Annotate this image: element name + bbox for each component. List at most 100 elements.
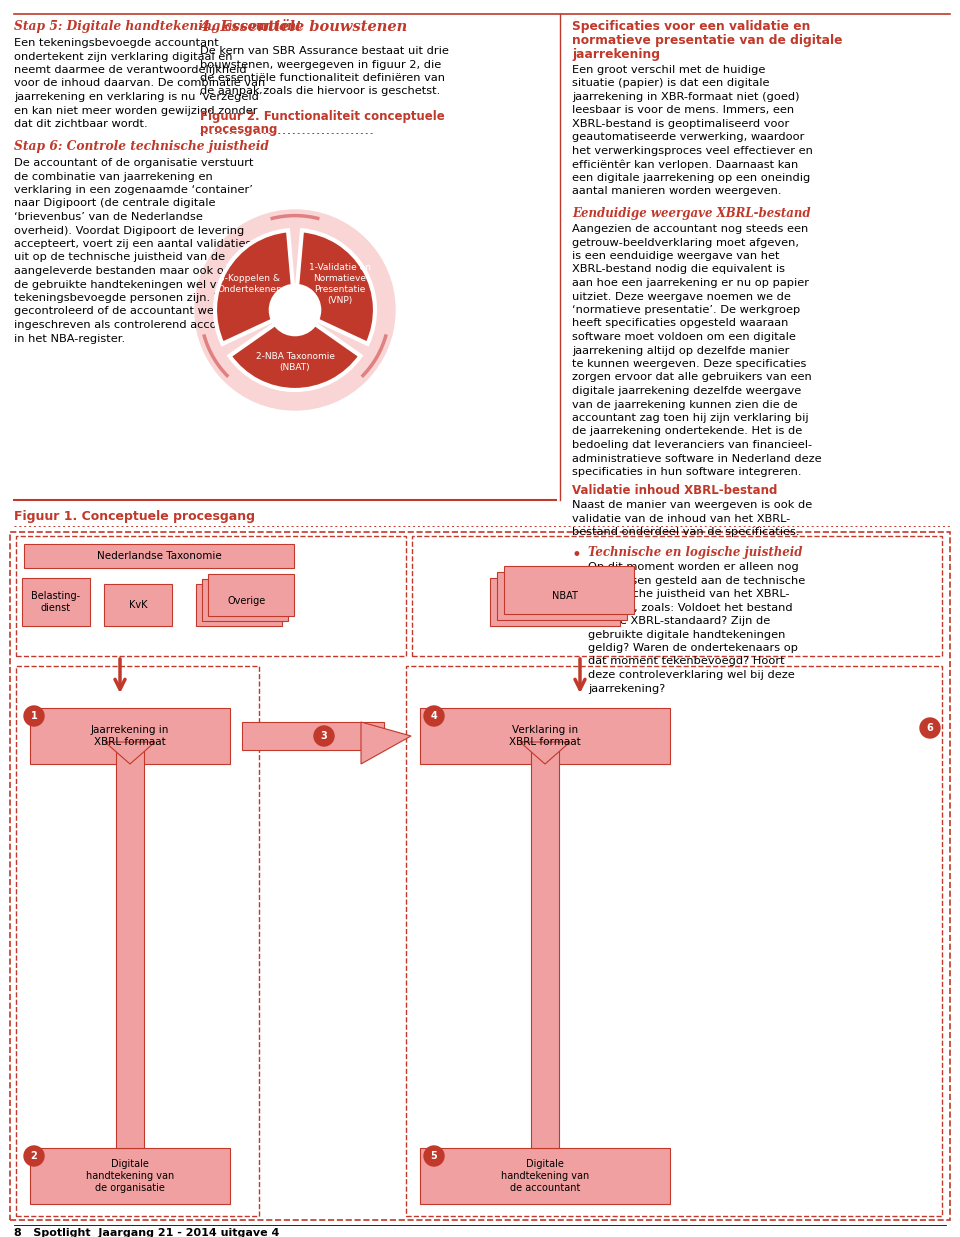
Text: de combinatie van jaarrekening en: de combinatie van jaarrekening en	[14, 172, 213, 182]
Text: neemt daarmee de verantwoordelijkheid: neemt daarmee de verantwoordelijkheid	[14, 66, 247, 75]
Text: tekeningsbevoegde personen zijn. Zo wordt: tekeningsbevoegde personen zijn. Zo word…	[14, 293, 265, 303]
Text: de essentiële functionaliteit definiëren van: de essentiële functionaliteit definiëren…	[200, 73, 445, 83]
Text: Validatie inhoud XBRL-bestand: Validatie inhoud XBRL-bestand	[572, 484, 778, 497]
Text: heeft specificaties opgesteld waaraan: heeft specificaties opgesteld waaraan	[572, 318, 788, 329]
Text: Naast de manier van weergeven is ook de: Naast de manier van weergeven is ook de	[572, 500, 812, 510]
Text: administratieve software in Nederland deze: administratieve software in Nederland de…	[572, 454, 822, 464]
Text: Verklaring in
XBRL formaat: Verklaring in XBRL formaat	[509, 725, 581, 747]
Polygon shape	[520, 742, 570, 764]
FancyBboxPatch shape	[420, 708, 670, 764]
Wedge shape	[295, 230, 375, 344]
Text: digitale jaarrekening dezelfde weergave: digitale jaarrekening dezelfde weergave	[572, 386, 802, 396]
Text: jaarrekening?: jaarrekening?	[588, 684, 665, 694]
Text: verklaring in een zogenaamde ‘container’: verklaring in een zogenaamde ‘container’	[14, 186, 252, 195]
FancyBboxPatch shape	[504, 567, 634, 614]
Wedge shape	[215, 230, 295, 344]
Circle shape	[195, 210, 395, 409]
Text: 4. Essentiële bouwstenen: 4. Essentiële bouwstenen	[200, 20, 407, 33]
Text: •: •	[572, 546, 582, 564]
FancyBboxPatch shape	[208, 574, 294, 616]
Text: XBRL-bestand is geoptimaliseerd voor: XBRL-bestand is geoptimaliseerd voor	[572, 119, 789, 129]
Text: jaarrekening in XBR-formaat niet (goed): jaarrekening in XBR-formaat niet (goed)	[572, 92, 800, 101]
FancyBboxPatch shape	[196, 584, 282, 626]
Circle shape	[24, 1145, 44, 1166]
Text: de aanpak zoals die hiervoor is geschetst.: de aanpak zoals die hiervoor is geschets…	[200, 87, 441, 96]
FancyBboxPatch shape	[490, 578, 620, 626]
Text: Digitale
handtekening van
de organisatie: Digitale handtekening van de organisatie	[85, 1159, 174, 1194]
Text: aantal manieren worden weergeven.: aantal manieren worden weergeven.	[572, 187, 781, 197]
Text: 3-Koppelen &
Ondertekenen: 3-Koppelen & Ondertekenen	[218, 273, 282, 294]
Circle shape	[314, 726, 334, 746]
Text: procesgang: procesgang	[200, 122, 277, 136]
Text: bestand onderdeel van de specificaties.: bestand onderdeel van de specificaties.	[572, 527, 800, 537]
Text: maar eisen gesteld aan de technische: maar eisen gesteld aan de technische	[588, 575, 805, 585]
Text: deze controleverklaring wel bij deze: deze controleverklaring wel bij deze	[588, 670, 795, 680]
Text: dat dit zichtbaar wordt.: dat dit zichtbaar wordt.	[14, 119, 148, 129]
Text: KvK: KvK	[129, 600, 147, 610]
Circle shape	[24, 706, 44, 726]
Text: 2-NBA Taxonomie
(NBAT): 2-NBA Taxonomie (NBAT)	[255, 353, 334, 372]
FancyBboxPatch shape	[22, 578, 90, 626]
Text: ingeschreven als controlerend accountant: ingeschreven als controlerend accountant	[14, 320, 254, 330]
Text: XBRL-bestand nodig die equivalent is: XBRL-bestand nodig die equivalent is	[572, 265, 785, 275]
Text: en kan niet meer worden gewijzigd zonder: en kan niet meer worden gewijzigd zonder	[14, 105, 257, 115]
Text: gecontroleerd of de accountant wel staat: gecontroleerd of de accountant wel staat	[14, 307, 250, 317]
Circle shape	[920, 717, 940, 738]
Text: Eenduidige weergave XBRL-bestand: Eenduidige weergave XBRL-bestand	[572, 207, 810, 220]
Text: Nederlandse Taxonomie: Nederlandse Taxonomie	[97, 550, 222, 562]
Circle shape	[270, 285, 321, 335]
Circle shape	[424, 706, 444, 726]
Text: Specificaties voor een validatie en: Specificaties voor een validatie en	[572, 20, 810, 33]
Text: van de jaarrekening kunnen zien die de: van de jaarrekening kunnen zien die de	[572, 400, 798, 409]
FancyBboxPatch shape	[30, 708, 230, 764]
Text: De kern van SBR Assurance bestaat uit drie: De kern van SBR Assurance bestaat uit dr…	[200, 46, 449, 56]
Text: ondertekent zijn verklaring digitaal en: ondertekent zijn verklaring digitaal en	[14, 52, 232, 62]
Text: Op dit moment worden er alleen nog: Op dit moment worden er alleen nog	[588, 562, 799, 571]
Text: en logische juistheid van het XBRL-: en logische juistheid van het XBRL-	[588, 589, 789, 599]
Text: Digitale
handtekening van
de accountant: Digitale handtekening van de accountant	[501, 1159, 589, 1194]
Polygon shape	[361, 722, 411, 764]
Text: validatie van de inhoud van het XBRL-: validatie van de inhoud van het XBRL-	[572, 513, 790, 523]
Text: Aangezien de accountant nog steeds een: Aangezien de accountant nog steeds een	[572, 224, 808, 234]
Text: 2: 2	[31, 1150, 37, 1162]
Text: jaarrekening en verklaring is nu ‘verzegeld’: jaarrekening en verklaring is nu ‘verzeg…	[14, 92, 262, 101]
Text: bedoeling dat leveranciers van financieel-: bedoeling dat leveranciers van financiee…	[572, 440, 812, 450]
Text: software moet voldoen om een digitale: software moet voldoen om een digitale	[572, 332, 796, 341]
Wedge shape	[229, 310, 361, 390]
Text: 4: 4	[431, 711, 438, 721]
Text: Belasting-
dienst: Belasting- dienst	[32, 591, 81, 614]
Text: getrouw-beeldverklaring moet afgeven,: getrouw-beeldverklaring moet afgeven,	[572, 238, 799, 247]
FancyBboxPatch shape	[116, 742, 144, 1148]
FancyBboxPatch shape	[104, 584, 172, 626]
Text: De accountant of de organisatie verstuurt: De accountant of de organisatie verstuur…	[14, 158, 253, 168]
FancyBboxPatch shape	[420, 1148, 670, 1204]
Text: een digitale jaarrekening op een oneindig: een digitale jaarrekening op een oneindi…	[572, 173, 810, 183]
Text: normatieve presentatie van de digitale: normatieve presentatie van de digitale	[572, 33, 843, 47]
Text: bouwstenen, weergegeven in figuur 2, die: bouwstenen, weergegeven in figuur 2, die	[200, 59, 442, 69]
Text: aangeleverde bestanden maar ook of: aangeleverde bestanden maar ook of	[14, 266, 228, 276]
FancyBboxPatch shape	[24, 544, 294, 568]
Text: overheid). Voordat Digipoort de levering: overheid). Voordat Digipoort de levering	[14, 225, 244, 235]
Text: ‘brievenbus’ van de Nederlandse: ‘brievenbus’ van de Nederlandse	[14, 212, 203, 221]
Text: 1: 1	[31, 711, 37, 721]
FancyBboxPatch shape	[10, 532, 950, 1220]
Text: uitziet. Deze weergave noemen we de: uitziet. Deze weergave noemen we de	[572, 292, 791, 302]
Text: Een tekeningsbevoegde accountant: Een tekeningsbevoegde accountant	[14, 38, 219, 48]
FancyBboxPatch shape	[202, 579, 288, 621]
Text: accountant zag toen hij zijn verklaring bij: accountant zag toen hij zijn verklaring …	[572, 413, 808, 423]
Text: uit op de technische juistheid van de: uit op de technische juistheid van de	[14, 252, 226, 262]
Text: aan de XBRL-standaard? Zijn de: aan de XBRL-standaard? Zijn de	[588, 616, 770, 626]
Text: 8   Spotlight  Jaargang 21 - 2014 uitgave 4: 8 Spotlight Jaargang 21 - 2014 uitgave 4	[14, 1228, 279, 1237]
Text: 3: 3	[321, 731, 327, 741]
FancyBboxPatch shape	[16, 536, 406, 656]
Text: accepteert, voert zij een aantal validaties: accepteert, voert zij een aantal validat…	[14, 239, 252, 249]
Text: Jaarrekening in
XBRL formaat: Jaarrekening in XBRL formaat	[91, 725, 169, 747]
FancyBboxPatch shape	[412, 536, 942, 656]
Text: 1-Validatie en
Normatieve
Presentatie
(VNP): 1-Validatie en Normatieve Presentatie (V…	[309, 262, 371, 306]
Text: de gebruikte handtekeningen wel van: de gebruikte handtekeningen wel van	[14, 280, 230, 289]
FancyBboxPatch shape	[16, 666, 259, 1216]
Text: naar Digipoort (de centrale digitale: naar Digipoort (de centrale digitale	[14, 198, 215, 209]
Text: Technische en logische juistheid: Technische en logische juistheid	[588, 546, 803, 559]
Text: 6: 6	[926, 722, 933, 734]
Text: NBAT: NBAT	[552, 591, 578, 601]
